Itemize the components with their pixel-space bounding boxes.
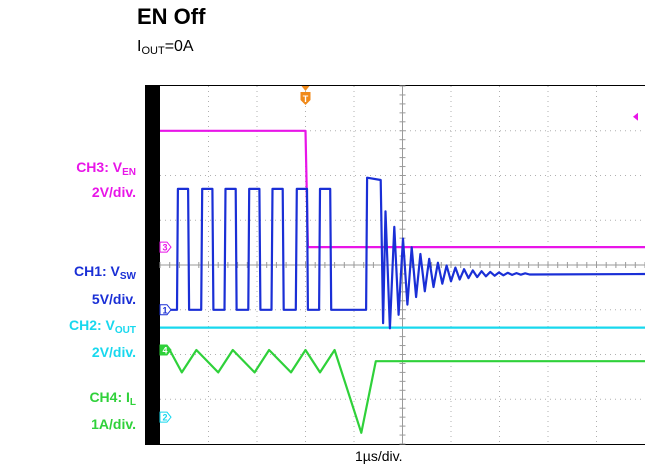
ch2-label: CH2: VOUT (69, 317, 136, 336)
trigger-marker-label: T (303, 94, 309, 104)
ch2-marker (159, 411, 172, 423)
ch2-name: CH2: V (68, 317, 115, 333)
ch4-scale: 1A/div. (91, 416, 136, 432)
ch1-name: CH1: V (73, 263, 120, 279)
subtitle-main: I (137, 38, 142, 55)
ch1-marker (159, 304, 172, 316)
ch1-label: CH1: VSW (74, 263, 136, 282)
ch4-marker (159, 344, 172, 356)
ch4-name-sub: L (129, 397, 136, 408)
ch2-scale: 2V/div. (91, 344, 136, 360)
page-title: EN Off (137, 4, 206, 29)
ch4-label: CH4: IL (89, 389, 136, 408)
ch3-label: CH3: VEN (76, 159, 136, 178)
ch1-name-sub: SW (119, 271, 136, 282)
ch1-scale: 5V/div. (91, 291, 136, 307)
ch3-name: CH3: V (76, 159, 123, 175)
page-subtitle: IOUT=0A (137, 38, 194, 57)
ch4-name: CH4: I (89, 389, 130, 405)
trigger-marker-icon (300, 92, 311, 105)
trigger-arrow-icon (301, 86, 310, 91)
ch4-trace (160, 348, 645, 434)
channel-markers: 3 1 4 2 T (159, 86, 638, 423)
subtitle-tail: =0A (164, 38, 194, 55)
oscilloscope-chart: 3 1 4 2 T (145, 85, 645, 445)
ch2-name-sub: OUT (114, 325, 136, 336)
trigger-level-icon (633, 112, 638, 121)
ch3-marker-label: 3 (162, 243, 167, 253)
ch2-marker-label: 2 (162, 413, 167, 423)
ch3-marker (159, 241, 172, 253)
ch4-marker-label: 4 (162, 346, 167, 356)
scope-traces (160, 129, 645, 434)
ch3-name-sub: EN (122, 167, 136, 178)
timebase-label: 1µs/div. (355, 448, 403, 464)
ch3-scale: 2V/div. (91, 184, 136, 200)
ch1-marker-label: 1 (162, 305, 167, 315)
ch1-trace (160, 176, 645, 330)
subtitle-sub: OUT (141, 45, 165, 57)
